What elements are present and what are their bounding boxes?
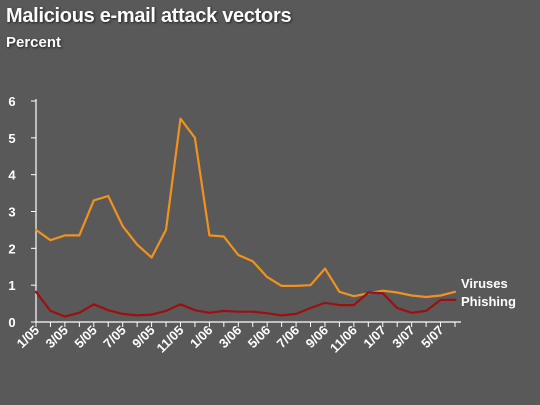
x-tick-label: 3/05 (43, 323, 72, 352)
x-tick-label: 5/05 (71, 323, 100, 352)
x-tick-label: 5/06 (245, 323, 274, 352)
series-line-viruses (34, 117, 457, 299)
series-label-viruses: Viruses (461, 276, 508, 291)
y-tick-label: 0 (8, 315, 15, 330)
chart-title: Malicious e-mail attack vectors (6, 5, 292, 27)
x-tick-label: 5/07 (418, 323, 447, 352)
x-tick-label: 1/06 (187, 323, 216, 352)
chart-series-labels: Viruses Phishing (461, 276, 516, 309)
x-tick-label: 11/06 (327, 323, 360, 356)
y-tick-label: 4 (8, 168, 16, 183)
series-label-phishing: Phishing (461, 294, 516, 309)
x-tick-label: 11/05 (153, 323, 186, 356)
chart-subtitle: Percent (6, 34, 62, 51)
chart-axes (35, 99, 461, 323)
x-tick-label: 3/07 (389, 323, 418, 352)
x-tick-label: 9/06 (303, 323, 332, 352)
x-tick-label: 1/05 (14, 323, 43, 352)
x-tick-label: 3/06 (216, 323, 245, 352)
chart-series (34, 117, 457, 318)
y-tick-label: 5 (8, 131, 15, 146)
x-tick-label: 7/05 (100, 323, 129, 352)
y-tick-label: 1 (8, 278, 15, 293)
series-line-phishing (34, 290, 457, 318)
y-tick-label: 3 (8, 205, 15, 220)
x-tick-label: 1/07 (360, 323, 389, 352)
x-tick-label: 7/06 (274, 323, 303, 352)
x-tick-label: 9/05 (129, 323, 158, 352)
y-tick-label: 2 (8, 241, 15, 256)
y-tick-label: 6 (8, 94, 15, 109)
